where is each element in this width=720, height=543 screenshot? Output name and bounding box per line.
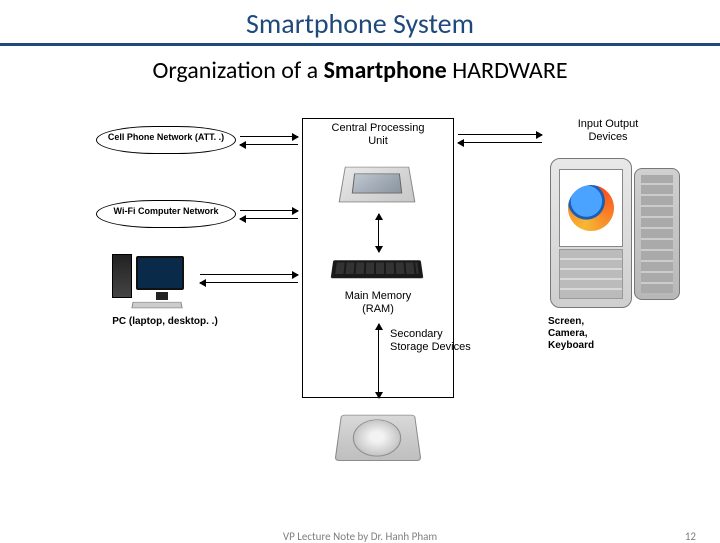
cpu-label: Central Processing Unit — [316, 122, 440, 148]
pc-label: PC (laptop, desktop. .) — [90, 316, 240, 328]
phone-icon — [550, 158, 632, 308]
footer-note: VP Lecture Note by Dr. Hanh Pham — [283, 530, 437, 543]
page-title: Smartphone System — [0, 6, 720, 41]
subtitle: Organization of a Smartphone HARDWARE — [0, 56, 720, 85]
title-underline — [0, 43, 720, 46]
arrow-pc-in — [200, 282, 298, 283]
arrow-wifi-out — [240, 210, 298, 211]
arrow-cpu-ram — [378, 214, 379, 252]
subtitle-post: HARDWARE — [447, 56, 568, 85]
hardware-diagram: Central Processing Unit Main Memory (RAM… — [0, 110, 720, 490]
phone-screen — [559, 169, 623, 247]
title-bar: Smartphone System — [0, 0, 720, 41]
hdd-icon — [335, 415, 422, 461]
firefox-icon — [568, 185, 614, 231]
arrow-io-in — [458, 142, 542, 143]
storage-label: Secondary Storage Devices — [390, 328, 500, 354]
subtitle-pre: Organization of a — [152, 56, 323, 85]
phone-keypad — [559, 249, 623, 299]
ram-label: Main Memory (RAM) — [330, 290, 426, 316]
pc-tower-icon — [112, 254, 132, 298]
cloud-att-label: Cell Phone Network (ATT. .) — [100, 132, 232, 143]
arrow-io-out — [458, 134, 542, 135]
page-number: 12 — [685, 530, 696, 543]
subtitle-bold: Smartphone — [324, 56, 447, 85]
pc-keyboard-icon — [131, 302, 182, 308]
arrow-wifi-in — [240, 218, 298, 219]
cpu-icon — [339, 167, 416, 203]
cloud-wifi-label: Wi-Fi Computer Network — [100, 206, 232, 217]
ram-icon — [331, 260, 424, 278]
phone-slider-icon — [634, 168, 680, 300]
io-list-label: Screen, Camera, Keyboard — [548, 316, 648, 352]
io-label: Input Output Devices — [548, 118, 668, 144]
arrow-pc-out — [200, 274, 298, 275]
arrow-ram-storage — [378, 324, 379, 398]
pc-monitor-icon — [136, 256, 184, 290]
arrow-att-out — [240, 136, 298, 137]
arrow-att-in — [240, 144, 298, 145]
